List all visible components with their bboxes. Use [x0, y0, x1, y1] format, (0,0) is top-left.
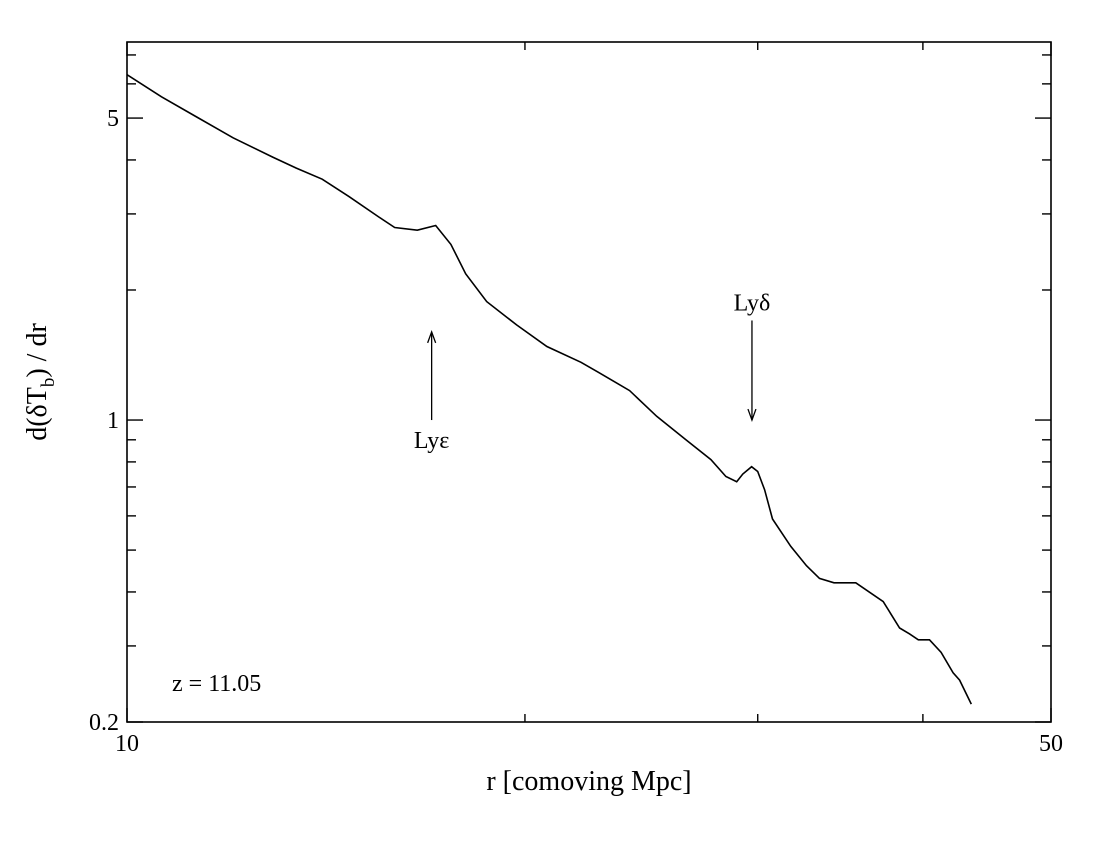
x-tick-label: 10: [115, 731, 139, 757]
data-line: [126, 74, 973, 705]
arrow-label: Lyε: [414, 428, 449, 454]
plot-frame: [126, 41, 1052, 723]
arrow-head: [427, 329, 437, 344]
axis-tick-labels: 10 50 0.2 1 5: [89, 106, 1063, 757]
y-axis-title-subscript: b: [38, 378, 59, 388]
y-tick-label: 0.2: [89, 710, 119, 736]
y-tick-label: 1: [107, 408, 119, 434]
arrow-head: [747, 408, 757, 422]
x-axis-title: r [comoving Mpc]: [486, 766, 691, 797]
y-tick-label: 5: [107, 106, 119, 132]
y-axis-title: d(δTb) / dr: [22, 323, 59, 441]
y-axis-title-main: d(δT: [22, 387, 53, 441]
y-axis-title-tail: ) / dr: [22, 323, 53, 378]
x-tick-label: 50: [1039, 731, 1063, 757]
redshift-label: z = 11.05: [172, 671, 261, 697]
annotation-arrows: Lyε Lyδ: [414, 291, 770, 454]
arrow-label: Lyδ: [734, 291, 771, 317]
axis-ticks: [126, 42, 1052, 723]
